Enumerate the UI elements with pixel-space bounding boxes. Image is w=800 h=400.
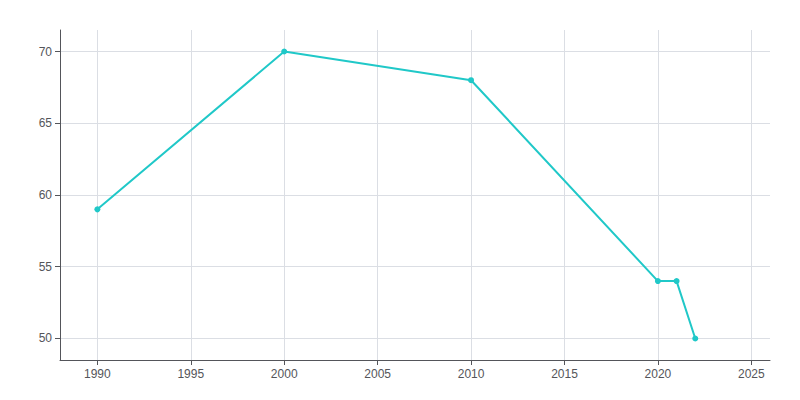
svg-text:2010: 2010: [458, 367, 485, 381]
svg-text:2015: 2015: [551, 367, 578, 381]
svg-text:1995: 1995: [177, 367, 204, 381]
svg-text:2025: 2025: [738, 367, 765, 381]
svg-text:2000: 2000: [271, 367, 298, 381]
svg-text:50: 50: [39, 331, 53, 345]
svg-text:55: 55: [39, 260, 53, 274]
svg-text:60: 60: [39, 188, 53, 202]
svg-text:2020: 2020: [645, 367, 672, 381]
svg-text:65: 65: [39, 116, 53, 130]
svg-text:2005: 2005: [364, 367, 391, 381]
svg-text:70: 70: [39, 45, 53, 59]
svg-text:1990: 1990: [84, 367, 111, 381]
